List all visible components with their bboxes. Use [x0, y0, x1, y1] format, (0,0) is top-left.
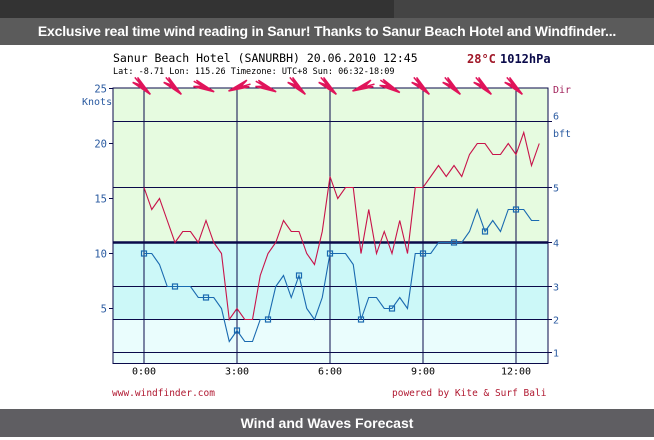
- bft-tick-label: 3: [553, 283, 559, 294]
- y-tick-label: 10: [94, 249, 107, 261]
- pressure: 1012hPa: [500, 52, 551, 66]
- bft-tick-label: 4: [553, 239, 559, 250]
- x-tick-label: 0:00: [132, 367, 156, 378]
- y-tick-label: 5: [101, 304, 107, 316]
- wind-direction-arrow-icon: [193, 79, 215, 93]
- data-point-marker: [202, 294, 210, 301]
- bft-tick-label: 2: [553, 316, 559, 327]
- data-point-marker: [357, 316, 365, 323]
- bft-tick-label: 6: [553, 112, 559, 123]
- y-tick-label: 25: [94, 84, 107, 96]
- wind-direction-arrow-icon: [504, 76, 523, 95]
- data-point-marker: [233, 327, 241, 334]
- x-tick-label: 6:00: [318, 367, 342, 378]
- x-tick-label: 3:00: [225, 367, 249, 378]
- y-tick-label: 15: [94, 194, 107, 206]
- wind-direction-arrow-icon: [318, 76, 337, 95]
- data-point-marker: [450, 239, 458, 246]
- wind-direction-arrow-icon: [287, 76, 306, 95]
- x-tick-label: 9:00: [411, 367, 435, 378]
- direction-label: Dir: [553, 85, 571, 96]
- data-point-marker: [388, 305, 396, 312]
- series-line-average: [144, 207, 540, 343]
- data-point-marker: [512, 206, 520, 213]
- data-point-marker: [481, 228, 489, 235]
- data-point-marker: [295, 272, 303, 279]
- chart-title: Sanur Beach Hotel (SANURBH) 20.06.2010 1…: [113, 51, 418, 65]
- windfinder-link[interactable]: www.windfinder.com: [112, 388, 215, 399]
- x-tick-label: 12:00: [501, 367, 531, 378]
- y-tick-label: 20: [94, 139, 107, 151]
- wind-direction-arrow-icon: [473, 76, 492, 95]
- wind-direction-arrow-icon: [228, 79, 251, 92]
- data-point-marker: [419, 250, 427, 257]
- footer-title: Wind and Waves Forecast: [0, 409, 654, 437]
- wind-direction-arrow-icon: [132, 76, 151, 95]
- series-line-gusts: [143, 130, 540, 321]
- top-strip: [0, 0, 654, 18]
- wind-direction-arrow-icon: [255, 79, 277, 93]
- wind-direction-arrow-icon: [442, 76, 461, 95]
- wind-direction-arrow-icon: [352, 79, 375, 92]
- data-point-marker: [326, 250, 334, 257]
- powered-by-credit: powered by Kite & Surf Bali: [392, 388, 547, 399]
- bft-label: bft: [553, 129, 571, 140]
- banner-text: Exclusive real time wind reading in Sanu…: [0, 18, 654, 45]
- top-strip-right: [394, 0, 654, 18]
- wind-direction-arrow-icon: [163, 76, 182, 95]
- bft-tick-label: 1: [553, 349, 559, 360]
- data-point-marker: [264, 316, 272, 323]
- wind-direction-arrow-icon: [379, 78, 401, 94]
- wind-direction-arrow-icon: [411, 76, 430, 95]
- data-point-marker: [140, 250, 148, 257]
- bft-tick-label: 5: [553, 184, 559, 195]
- chart-subtitle: Lat: -8.71 Lon: 115.26 Timezone: UTC+8 S…: [113, 67, 394, 77]
- data-point-marker: [171, 283, 179, 290]
- temperature: 28°C: [467, 52, 496, 66]
- y-axis-label: Knots: [82, 97, 112, 108]
